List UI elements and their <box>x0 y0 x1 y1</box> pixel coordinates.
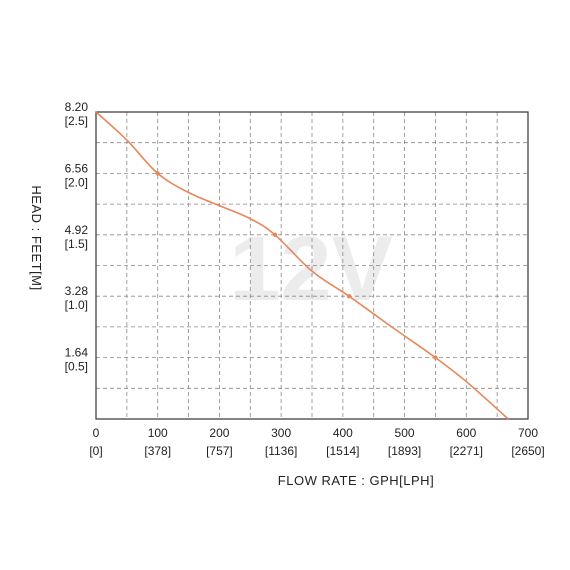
x-tick-sublabel: [2650] <box>511 444 544 458</box>
x-tick-label: 200 <box>209 426 229 440</box>
x-tick-label: 400 <box>333 426 353 440</box>
plot-area-border <box>95 111 529 420</box>
y-tick-label: 3.28 <box>65 284 89 298</box>
x-tick-sublabel: [0] <box>89 444 102 458</box>
x-tick-sublabel: [1893] <box>388 444 421 458</box>
x-tick-sublabel: [1136] <box>265 444 297 458</box>
y-tick-sublabel: [1.5] <box>65 237 88 251</box>
x-tick-label: 100 <box>148 426 168 440</box>
y-tick-label: 1.64 <box>65 346 89 360</box>
curve-point-marker <box>155 171 160 176</box>
x-tick-sublabel: [757] <box>206 444 233 458</box>
y-tick-label: 4.92 <box>65 223 89 237</box>
curve-point-marker <box>346 294 352 299</box>
x-tick-label: 0 <box>93 426 100 440</box>
x-tick-sublabel: [1514] <box>326 444 359 458</box>
y-tick-label: 8.20 <box>65 100 89 114</box>
watermark-text: 12V <box>229 218 393 320</box>
x-tick-sublabel: [378] <box>144 444 171 458</box>
x-tick-sublabel: [2271] <box>450 444 483 458</box>
y-tick-sublabel: [2.0] <box>65 175 88 189</box>
y-tick-sublabel: [1.0] <box>65 298 88 312</box>
x-tick-label: 600 <box>456 426 476 440</box>
y-tick-sublabel: [2.5] <box>65 114 88 128</box>
y-tick-sublabel: [0.5] <box>65 360 88 374</box>
x-tick-label: 700 <box>518 426 538 440</box>
curve-point-marker <box>433 355 438 360</box>
x-tick-labels: 0 [0] 100 [378] 200 [757] 300 [1136] 400 [1514] 50… <box>89 426 544 458</box>
x-axis-title: FLOW RATE : GPH[LPH] <box>278 473 434 488</box>
y-axis-title: HEAD : FEET[M] <box>29 185 44 290</box>
x-tick-label: 500 <box>395 426 415 440</box>
x-tick-label: 300 <box>271 426 291 440</box>
curve-point-marker <box>272 232 278 237</box>
grid-lines <box>96 112 528 419</box>
y-tick-label: 6.56 <box>65 161 89 175</box>
series-layer <box>95 111 509 420</box>
y-tick-labels: 8.20[2.5] 6.56[2.0] 4.92[1.5] 3.28[1.0] 1.64… <box>65 100 89 374</box>
